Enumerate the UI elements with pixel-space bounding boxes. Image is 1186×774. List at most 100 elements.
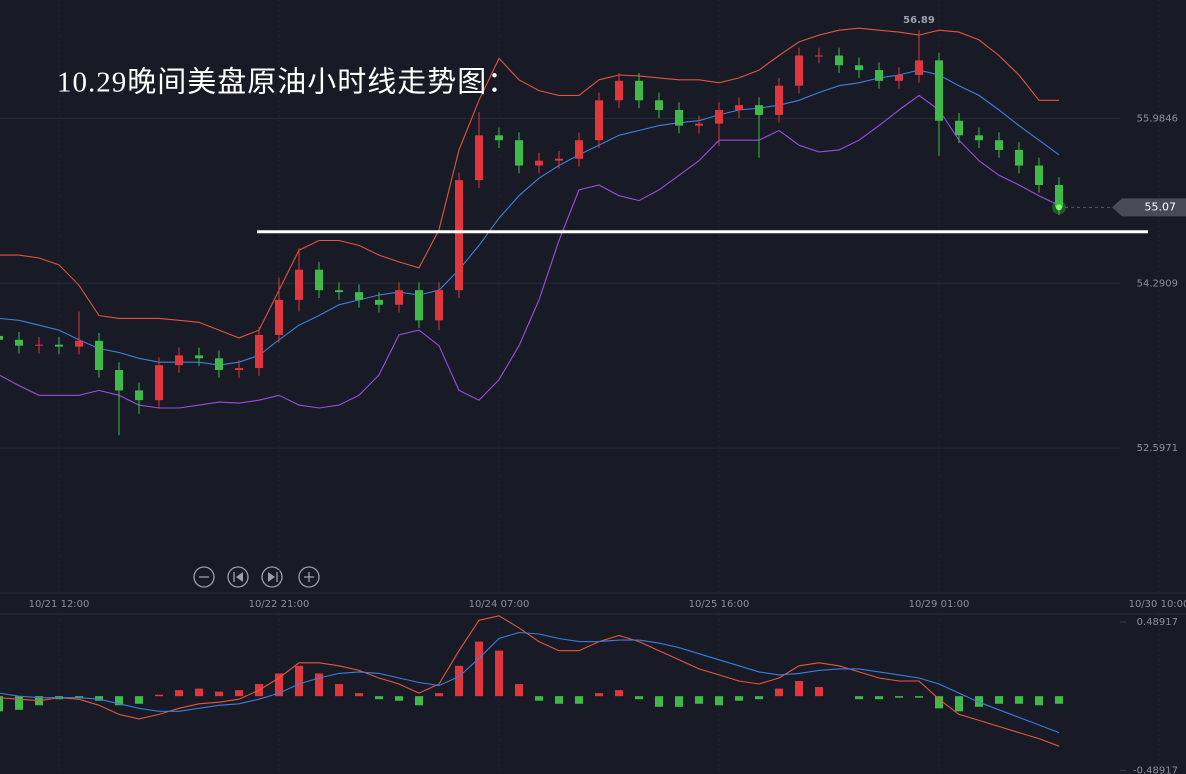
macd-bar xyxy=(655,696,663,707)
y-tick-label: -0.48917 xyxy=(1133,765,1178,774)
macd-bar xyxy=(855,696,863,700)
macd-bar xyxy=(315,673,323,697)
price-tag-label: 55.07 xyxy=(1145,200,1177,213)
macd-bar xyxy=(115,696,123,706)
last-price-dot xyxy=(1056,204,1062,211)
price-tag xyxy=(1112,198,1186,217)
macd-bar xyxy=(575,696,583,704)
candle-body xyxy=(755,105,763,115)
candle-body xyxy=(535,160,543,166)
macd-bar xyxy=(275,673,283,697)
macd-bar xyxy=(355,693,363,697)
candle-body xyxy=(795,55,803,86)
candle-body xyxy=(155,365,163,401)
macd-bar xyxy=(435,693,443,697)
candle-body xyxy=(335,290,343,293)
candle-body xyxy=(975,135,983,141)
x-tick-label: 10/24 07:00 xyxy=(469,599,530,610)
candle-body xyxy=(935,60,943,121)
macd-bar xyxy=(595,693,603,697)
candle-body xyxy=(715,110,723,124)
x-tick-label: 10/22 21:00 xyxy=(249,599,310,610)
candle-body xyxy=(1035,165,1043,185)
candle-body xyxy=(1055,185,1063,208)
zoom-controls xyxy=(193,566,320,588)
candle-body xyxy=(195,355,203,359)
macd-bar xyxy=(375,696,383,700)
candle-body xyxy=(575,140,583,159)
macd-bar xyxy=(695,696,703,704)
macd-bar xyxy=(715,696,723,706)
macd-bar xyxy=(495,650,503,697)
x-tick-label: 10/25 16:00 xyxy=(689,599,750,610)
candle-body xyxy=(895,74,903,81)
candle-body xyxy=(255,334,263,369)
macd-bar xyxy=(415,696,423,706)
y-tick-label: 54.2909 xyxy=(1137,278,1178,289)
macd-bar xyxy=(895,696,903,698)
candle-body xyxy=(395,290,403,305)
candle-body xyxy=(415,290,423,321)
macd-bar xyxy=(1035,696,1043,706)
macd-bar xyxy=(755,696,763,700)
macd-bar xyxy=(935,696,943,709)
macd-bar xyxy=(775,688,783,697)
candle-body xyxy=(695,123,703,126)
macd-bar xyxy=(395,696,403,701)
candle-body xyxy=(915,60,923,75)
macd-bar xyxy=(615,690,623,697)
macd-bar xyxy=(155,694,163,697)
y-tick-label: 52.5971 xyxy=(1137,443,1178,454)
candle-body xyxy=(375,299,383,305)
macd-bar xyxy=(555,696,563,704)
macd-bar xyxy=(515,684,523,697)
candle-body xyxy=(555,158,563,161)
candle-body xyxy=(995,140,1003,150)
macd-bar xyxy=(635,696,643,700)
candle-body xyxy=(315,269,323,291)
candle-body xyxy=(175,355,183,366)
candle-body xyxy=(215,358,223,370)
candle-body xyxy=(275,299,283,335)
chart-title: 10.29晚间美盘原油小时线走势图： xyxy=(57,66,517,99)
candle-body xyxy=(635,80,643,101)
macd-bar xyxy=(95,696,103,701)
candle-body xyxy=(115,370,123,391)
macd-line xyxy=(0,631,1060,734)
candle-body xyxy=(295,269,303,300)
candle-body xyxy=(135,390,143,401)
candle-body xyxy=(855,65,863,71)
candle-body xyxy=(355,292,363,300)
macd-bar xyxy=(1015,696,1023,704)
macd-bar xyxy=(955,696,963,712)
macd-bar xyxy=(15,696,23,710)
candle-body xyxy=(55,344,63,347)
candle-body xyxy=(455,180,463,291)
y-tick-label: 55.9846 xyxy=(1137,113,1178,124)
x-tick-label: 10/21 12:00 xyxy=(29,599,90,610)
macd-bar xyxy=(1055,696,1063,704)
candle-body xyxy=(735,105,743,111)
macd-bar xyxy=(215,691,223,697)
zoom-out-button[interactable] xyxy=(193,566,215,588)
macd-bar xyxy=(335,684,343,697)
macd-bar xyxy=(675,696,683,707)
macd-bar xyxy=(995,696,1003,704)
scroll-start-button[interactable] xyxy=(227,566,249,588)
macd-bar xyxy=(295,665,303,697)
macd-line xyxy=(0,615,1060,747)
candle-body xyxy=(95,340,103,370)
candle-body xyxy=(955,120,963,136)
candle-body xyxy=(235,368,243,370)
candle-body xyxy=(595,100,603,141)
candle-body xyxy=(835,55,843,66)
macd-bar xyxy=(535,696,543,701)
scroll-end-button[interactable] xyxy=(261,566,283,588)
macd-bar xyxy=(915,696,923,698)
macd-bar xyxy=(975,696,983,707)
high-annotation: 56.89 xyxy=(903,15,935,26)
zoom-in-button[interactable] xyxy=(298,566,320,588)
candle-body xyxy=(775,85,783,115)
candle-body xyxy=(675,110,683,126)
